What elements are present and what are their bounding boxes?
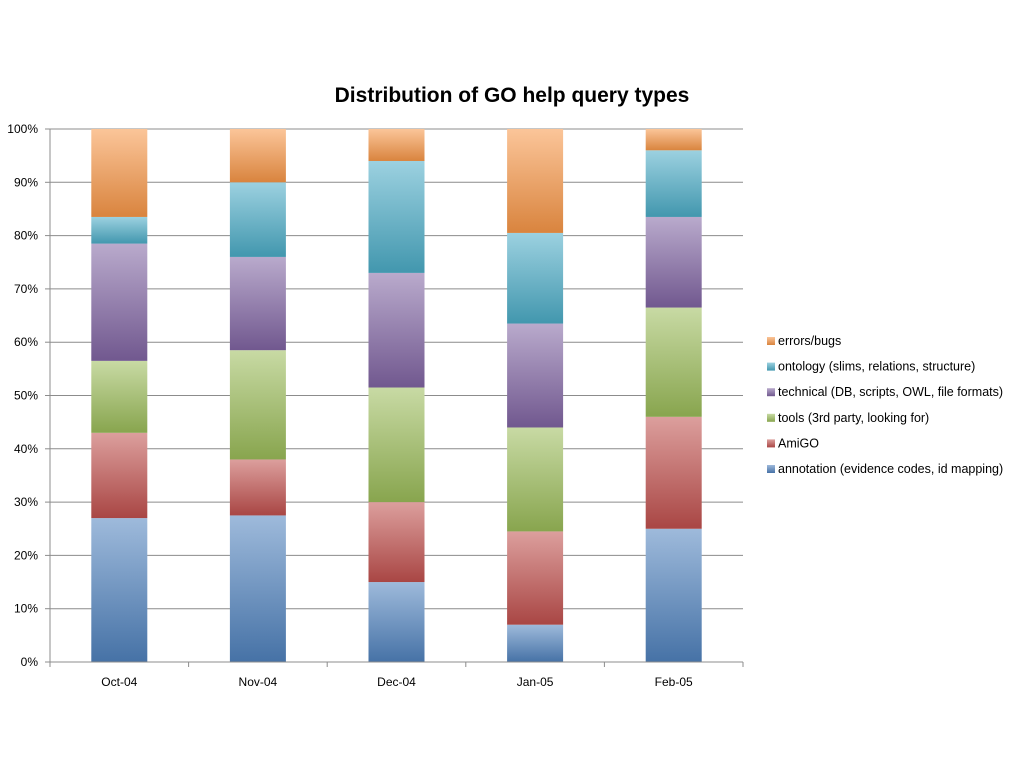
legend-swatch	[767, 337, 775, 345]
y-tick-label: 70%	[14, 282, 38, 296]
y-tick-label: 60%	[14, 335, 38, 349]
bar-segment	[507, 624, 564, 662]
bar-segment	[368, 160, 425, 273]
bar-segment	[645, 216, 702, 308]
bar-segment	[645, 307, 702, 417]
legend-label: ontology (slims, relations, structure)	[778, 360, 975, 374]
legend-label: tools (3rd party, looking for)	[778, 411, 929, 425]
bar-segment	[91, 129, 148, 217]
bar-segment	[229, 515, 286, 662]
bar-segment	[507, 323, 564, 428]
legend-swatch	[767, 413, 775, 422]
y-tick-label: 50%	[14, 389, 38, 403]
axis-layer: 0% 10% 20% 30% 40% 50% 60% 70% 80% 90% 100% Oct-04 N…	[7, 122, 744, 689]
bar-segment	[229, 256, 286, 351]
y-tick-label: 30%	[14, 495, 38, 509]
legend: errors/bugs ontology (slims, relations, s…	[767, 334, 1003, 476]
bar-layer	[91, 129, 702, 662]
bar-segment	[645, 150, 702, 217]
y-tick-label: 0%	[21, 655, 39, 669]
bar-segment	[645, 528, 702, 662]
bar-segment	[507, 427, 564, 532]
bar-segment	[229, 350, 286, 460]
bar-segment	[229, 182, 286, 257]
y-tick-label: 20%	[14, 548, 38, 562]
bar-segment	[229, 459, 286, 516]
legend-swatch	[767, 362, 775, 371]
bar-segment	[229, 129, 286, 183]
bar-segment	[507, 232, 564, 324]
bar-segment	[507, 129, 564, 233]
bar-segment	[507, 531, 564, 625]
bar-segment	[91, 518, 148, 662]
bar-segment	[91, 432, 148, 519]
legend-swatch	[767, 388, 775, 397]
legend-swatch	[767, 465, 775, 473]
legend-label: AmiGO	[778, 436, 819, 450]
y-tick-label: 10%	[14, 602, 38, 616]
x-tick-label: Feb-05	[655, 675, 693, 689]
bar-segment	[91, 216, 148, 244]
y-tick-label: 90%	[14, 175, 38, 189]
x-tick-label: Oct-04	[101, 675, 137, 689]
bar-segment	[368, 129, 425, 161]
bar-segment	[645, 416, 702, 529]
y-tick-label: 80%	[14, 229, 38, 243]
bar-segment	[645, 129, 702, 151]
chart-title: Distribution of GO help query types	[334, 84, 690, 107]
legend-swatch	[767, 439, 775, 448]
legend-label: errors/bugs	[778, 334, 841, 348]
bar-segment	[91, 360, 148, 433]
bar-segment	[368, 272, 425, 388]
x-tick-label: Jan-05	[517, 675, 554, 689]
legend-label: annotation (evidence codes, id mapping)	[778, 462, 1003, 476]
bar-segment	[368, 582, 425, 662]
y-tick-label: 100%	[7, 122, 38, 136]
x-tick-label: Nov-04	[239, 675, 278, 689]
legend-label: technical (DB, scripts, OWL, file format…	[778, 385, 1003, 399]
x-tick-label: Dec-04	[377, 675, 416, 689]
bar-segment	[368, 502, 425, 583]
bar-segment	[368, 387, 425, 503]
y-tick-label: 40%	[14, 442, 38, 456]
bar-segment	[91, 243, 148, 361]
